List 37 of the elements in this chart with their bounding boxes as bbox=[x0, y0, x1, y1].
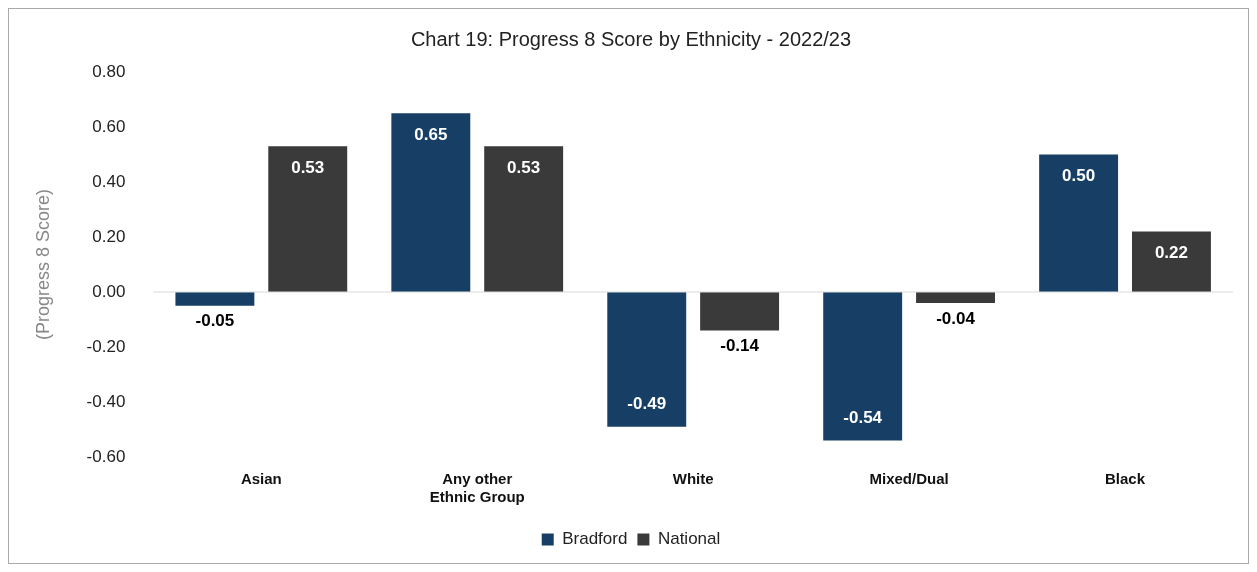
bar bbox=[700, 292, 780, 331]
data-label: 0.53 bbox=[291, 157, 325, 177]
data-label: 0.50 bbox=[1062, 166, 1096, 186]
data-label: -0.05 bbox=[195, 311, 235, 331]
data-label: -0.14 bbox=[720, 336, 760, 356]
bar bbox=[175, 292, 255, 306]
bar bbox=[484, 146, 564, 292]
bar bbox=[916, 292, 995, 303]
y-tick-label: 0.20 bbox=[92, 226, 126, 246]
data-label: -0.54 bbox=[843, 408, 883, 428]
bar bbox=[1132, 231, 1211, 292]
data-label: 0.53 bbox=[507, 157, 541, 177]
y-axis-title: (Progress 8 Score) bbox=[32, 188, 53, 341]
legend-label: Bradford bbox=[562, 529, 628, 549]
x-tick-label: Any other Ethnic Group bbox=[429, 470, 525, 506]
y-tick-label: -0.40 bbox=[86, 391, 126, 411]
x-tick-label: Asian bbox=[240, 470, 282, 488]
data-label: -0.49 bbox=[627, 394, 667, 414]
bar bbox=[268, 146, 348, 292]
y-tick-label: 0.60 bbox=[92, 116, 126, 136]
x-tick-label: Black bbox=[1105, 470, 1146, 488]
data-label: 0.65 bbox=[414, 124, 448, 144]
bar bbox=[1039, 154, 1119, 292]
y-tick-label: 0.40 bbox=[92, 171, 126, 191]
x-tick-label: White bbox=[672, 470, 714, 488]
y-tick-label: -0.20 bbox=[86, 336, 126, 356]
bar bbox=[823, 292, 903, 441]
legend-label: National bbox=[657, 529, 721, 549]
bar bbox=[607, 292, 687, 427]
y-tick-label: 0.00 bbox=[92, 281, 126, 301]
chart-title: Chart 19: Progress 8 Score by Ethnicity - 2022/23 bbox=[410, 27, 852, 50]
y-tick-label: 0.80 bbox=[92, 61, 126, 81]
x-tick-label: Mixed/Dual bbox=[869, 470, 949, 488]
data-label: 0.22 bbox=[1154, 243, 1189, 263]
bar bbox=[391, 113, 471, 292]
y-tick-label: -0.60 bbox=[86, 446, 126, 466]
data-label: -0.04 bbox=[936, 308, 976, 328]
